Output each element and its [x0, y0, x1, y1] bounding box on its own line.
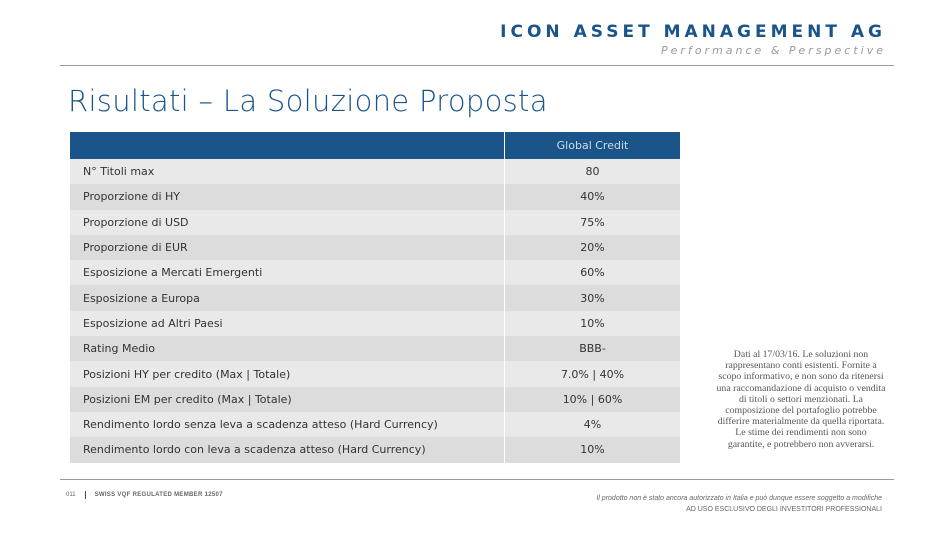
footer-separator: [84, 491, 86, 499]
table-row: Esposizione a Europa 30%: [70, 285, 680, 311]
row-label: Rendimento lordo con leva a scadenza att…: [70, 437, 505, 463]
page-title: Risultati – La Soluzione Proposta: [68, 84, 548, 118]
row-value: 10%: [504, 310, 680, 337]
row-value: BBB-: [504, 336, 680, 362]
authorization-notice: Il prodotto non è stato ancora autorizza…: [596, 495, 882, 502]
row-value: 30%: [504, 285, 680, 311]
table-row: Rendimento lordo senza leva a scadenza a…: [70, 411, 680, 438]
header-divider: [60, 65, 894, 66]
results-table: Global Credit N° Titoli max 80 Proporzione…: [70, 132, 680, 463]
row-label: Esposizione ad Altri Paesi: [70, 310, 505, 337]
table-row: Posizioni EM per credito (Max | Totale) 1…: [70, 386, 680, 412]
table-header-global-credit: Global Credit: [504, 132, 680, 159]
row-value: 60%: [504, 260, 680, 286]
row-value: 4%: [504, 411, 680, 438]
row-value: 20%: [504, 234, 680, 261]
row-label: Posizioni HY per credito (Max | Totale): [70, 361, 505, 387]
table-row: Esposizione ad Altri Paesi 10%: [70, 310, 680, 337]
audience-notice: AD USO ESCLUSIVO DEGLI INVESTITORI PROFE…: [686, 506, 882, 513]
table-row: Rating Medio BBB-: [70, 336, 680, 362]
row-label: Proporzione di EUR: [70, 234, 505, 261]
row-label: Proporzione di HY: [70, 184, 505, 210]
footer-right: Il prodotto non è stato ancora autorizza…: [596, 493, 882, 515]
row-label: Esposizione a Mercati Emergenti: [70, 260, 505, 286]
row-value: 10% | 60%: [504, 386, 680, 412]
table-row: Proporzione di HY 40%: [70, 184, 680, 210]
row-value: 40%: [504, 184, 680, 210]
table-header-row: Global Credit: [70, 132, 680, 159]
row-label: Rating Medio: [70, 336, 505, 362]
row-value: 7.0% | 40%: [504, 361, 680, 387]
table-row: Rendimento lordo con leva a scadenza att…: [70, 437, 680, 463]
row-label: Posizioni EM per credito (Max | Totale): [70, 386, 505, 412]
company-name: ICON ASSET MANAGEMENT AG: [500, 22, 886, 42]
page-number: 011: [66, 492, 76, 498]
row-label: N° Titoli max: [70, 159, 505, 185]
company-tagline: Performance & Perspective: [661, 44, 886, 57]
row-label: Proporzione di USD: [70, 209, 505, 235]
brand-block: ICON ASSET MANAGEMENT AG Performance & P…: [500, 22, 886, 57]
row-value: 75%: [504, 209, 680, 235]
footer-left: 011 SWISS VQF REGULATED MEMBER 12507: [66, 491, 223, 499]
table-row: Proporzione di EUR 20%: [70, 234, 680, 261]
table-row: Proporzione di USD 75%: [70, 209, 680, 235]
row-label: Rendimento lordo senza leva a scadenza a…: [70, 411, 505, 438]
table-header-label: [70, 132, 505, 159]
disclaimer-note: Dati al 17/03/16. Le soluzioni non rappr…: [716, 349, 886, 450]
table-row: N° Titoli max 80: [70, 159, 680, 185]
row-value: 10%: [504, 437, 680, 463]
table-row: Posizioni HY per credito (Max | Totale) 7…: [70, 361, 680, 387]
row-value: 80: [504, 159, 680, 185]
row-label: Esposizione a Europa: [70, 285, 505, 311]
regulation-label: SWISS VQF REGULATED MEMBER 12507: [94, 492, 223, 498]
footer-divider: [60, 479, 894, 480]
table-row: Esposizione a Mercati Emergenti 60%: [70, 260, 680, 286]
